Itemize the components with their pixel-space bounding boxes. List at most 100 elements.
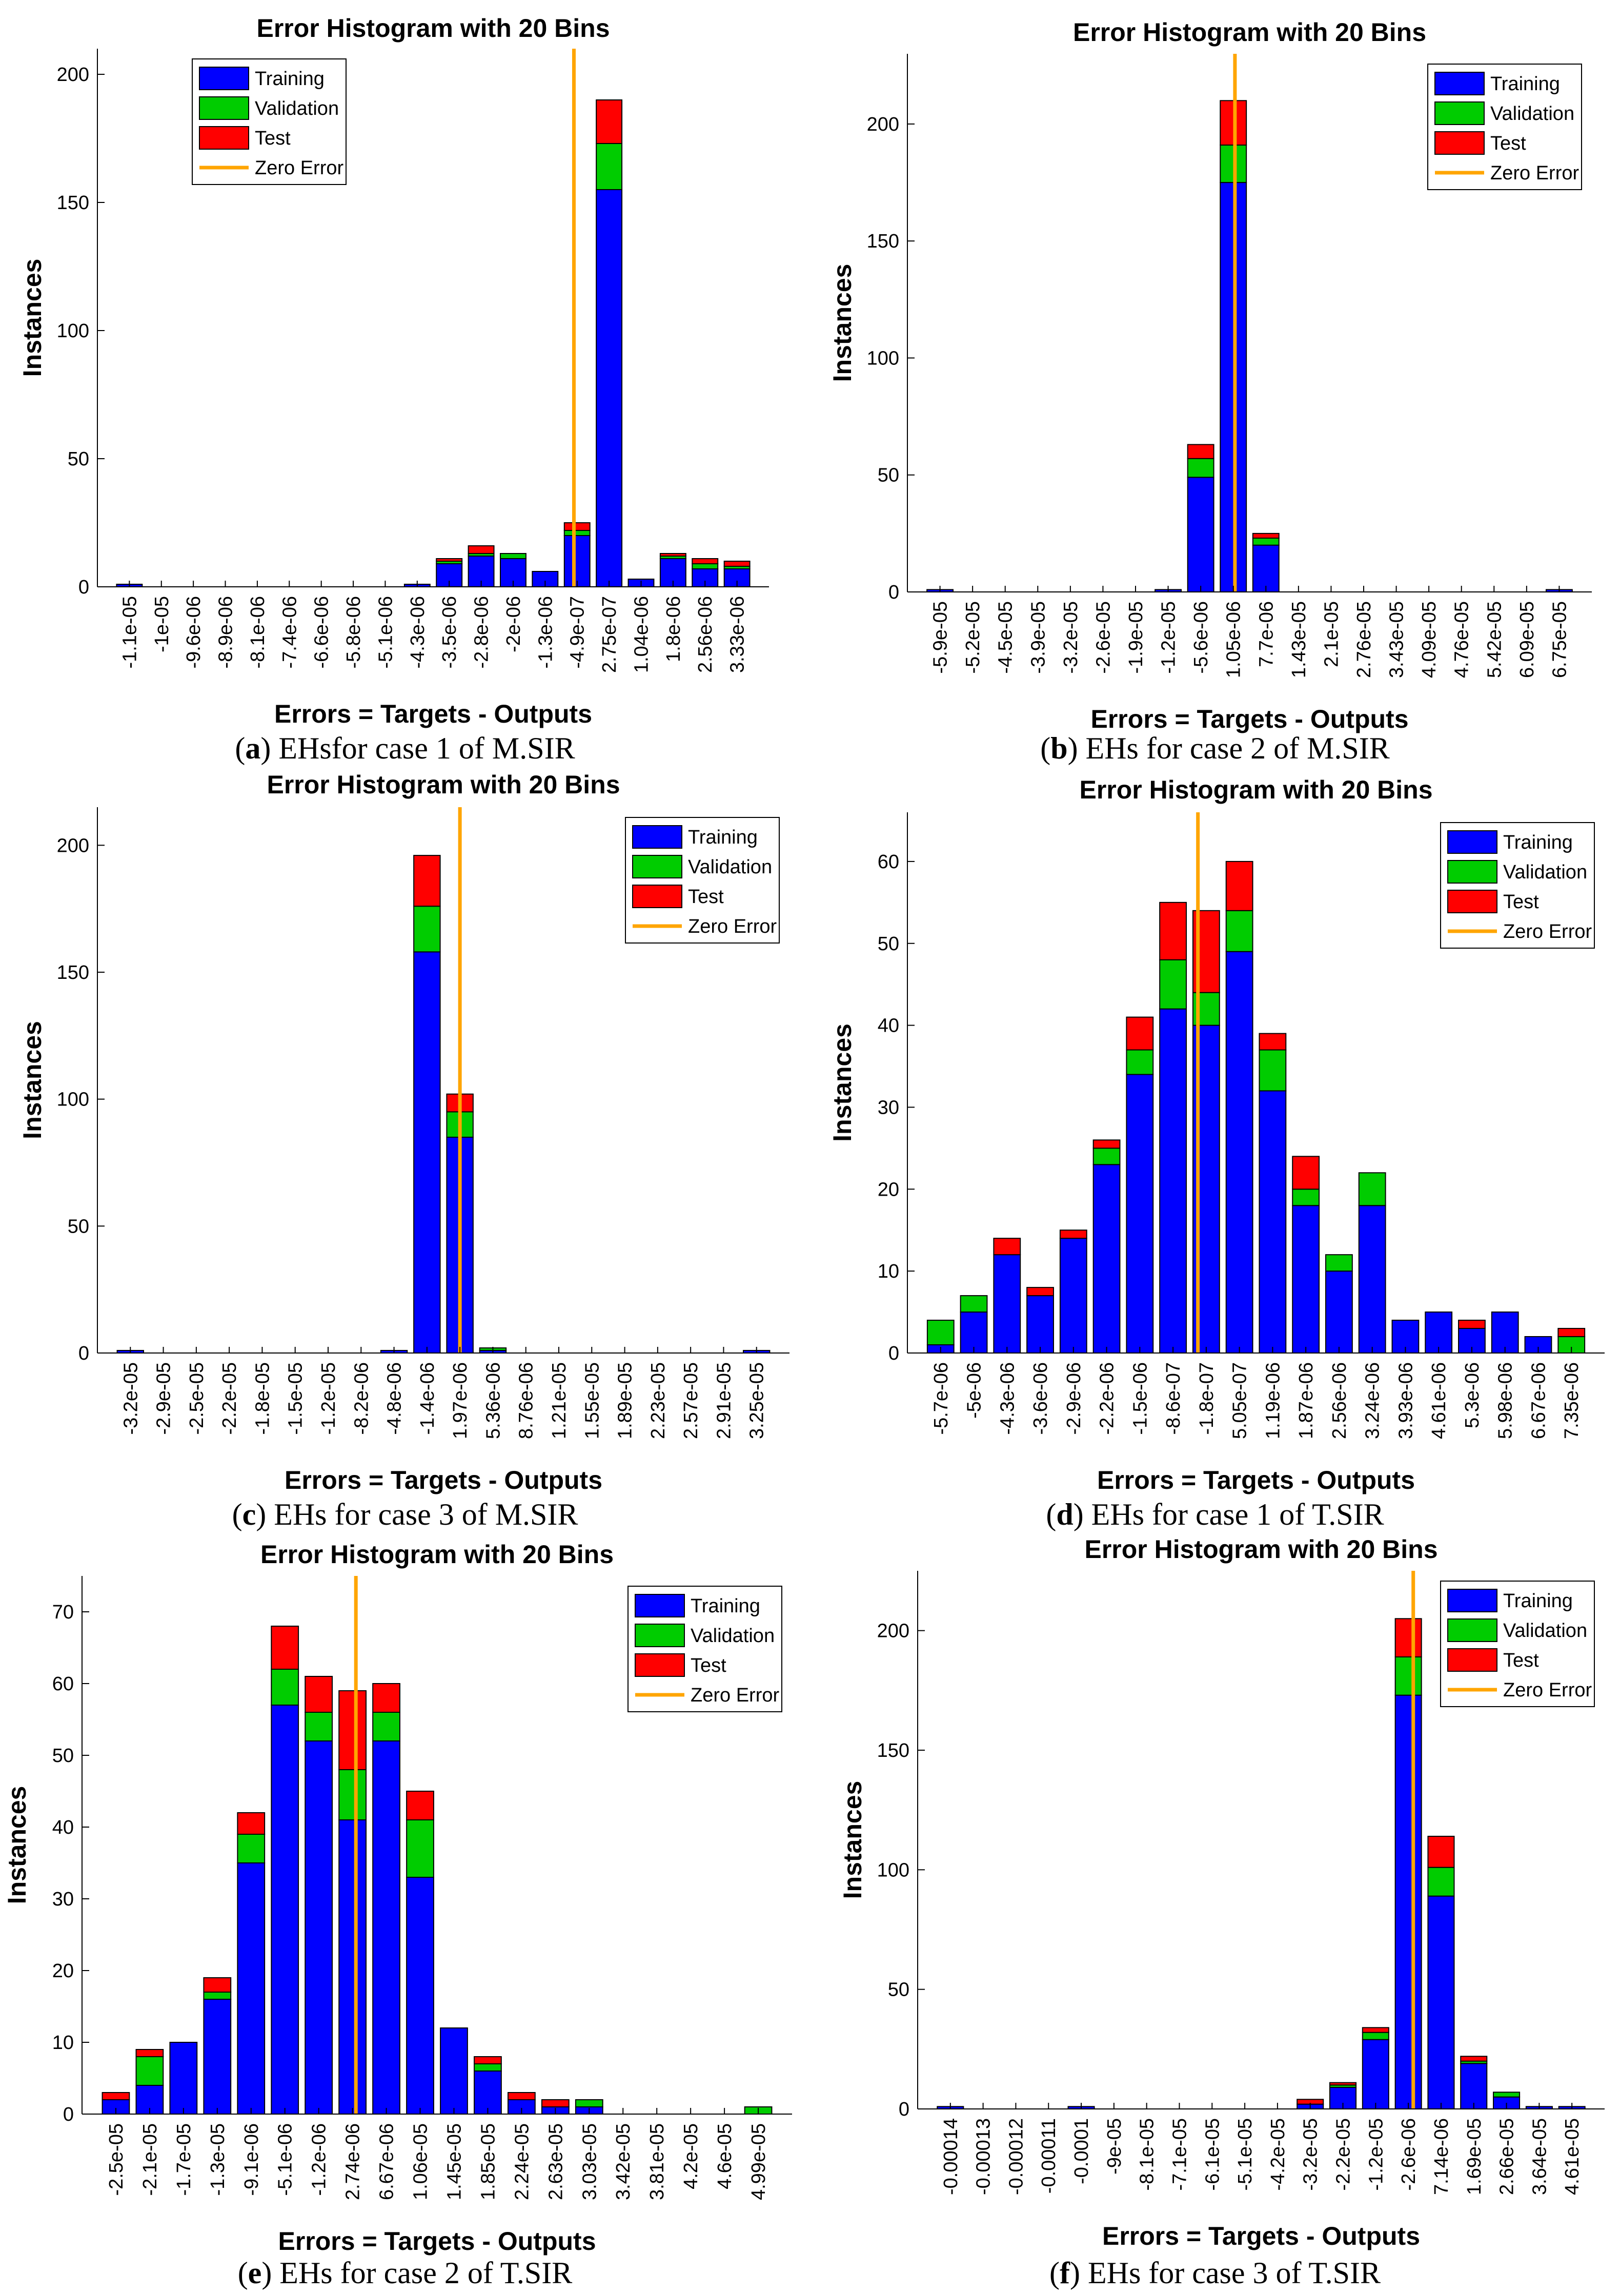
panel-caption: (d) EHs for case 1 of T.SIR [1046,1498,1384,1531]
x-tick-label: 3.25e-05 [746,1362,768,1439]
bar-validation [135,2056,164,2086]
x-tick-label: 1.8e-06 [663,596,684,662]
x-tick-label: -1.4e-06 [417,1362,438,1435]
bar-validation [1358,1172,1386,1206]
x-tick-label: -1.2e-05 [1158,601,1180,674]
legend-swatch [199,96,249,120]
bar-training [1362,2039,1389,2110]
legend-label: Validation [691,1625,775,1647]
x-tick-label: -0.00013 [973,2118,995,2195]
legend-label: Training [1503,1590,1573,1612]
x-tick-label: 5.3e-06 [1462,1362,1483,1428]
x-tick-label: -4.5e-05 [995,601,1017,674]
legend-label: Zero Error [691,1685,779,1706]
caption-letter: e [248,2256,262,2290]
bar-training [1225,951,1253,1354]
x-tick-label: 6.75e-05 [1549,601,1570,678]
legend-label: Test [1503,891,1539,913]
x-tick-label: -8.6e-07 [1163,1362,1184,1435]
bar-validation [474,2063,502,2072]
legend-label: Training [1490,73,1560,95]
x-tick-label: -2.9e-06 [1063,1362,1085,1435]
bar-training [372,1740,400,2115]
x-tick-label: -5.7e-06 [930,1362,952,1435]
panel-d: 0 10 20 30 40 50 60 -5.7e-06 -5e-06 -4.3e-06 -3.6e… [828,775,1605,1531]
bar-test [413,855,441,907]
bar-training [203,1999,232,2115]
legend-label: Training [691,1595,760,1617]
bar-training [993,1254,1021,1354]
y-tick-label: 70 [52,1602,74,1623]
legend: Training Validation Test Zero Error [1440,822,1595,949]
x-tick-label: 2.1e-05 [1321,601,1342,667]
bar-test [1126,1016,1154,1051]
bar-validation [406,1819,434,1878]
legend-swatch [199,67,249,90]
legend: Training Validation Test Zero Error [625,817,780,944]
x-tick-label: -3.9e-05 [1027,601,1049,674]
x-tick-label: 1.87e-06 [1295,1362,1317,1439]
x-tick-label: 1.06e-05 [410,2123,432,2200]
x-tick-label: 1.97e-06 [450,1362,471,1439]
x-tick-label: 4.09e-05 [1419,601,1440,678]
bar-validation [926,1320,955,1346]
chart-title: Error Histogram with 20 Bins [1084,1535,1437,1564]
bar-validation [960,1295,988,1313]
x-tick-label: -1.8e-07 [1196,1362,1218,1435]
x-tick-label: -4.3e-06 [997,1362,1018,1435]
bar-test [468,545,495,554]
x-tick-label: 3.81e-05 [646,2123,668,2200]
bar-validation [271,1669,299,1706]
y-tick-label: 200 [877,1621,909,1642]
bar-test [338,1690,367,1770]
legend-swatch [1434,101,1485,125]
y-tick-label: 50 [68,1216,89,1237]
legend-swatch [632,825,682,849]
bar-test [1225,860,1253,911]
bar-test [1159,901,1187,960]
y-axis-label: Instances [828,1023,857,1142]
y-tick-label: 20 [878,1179,899,1200]
bar-validation [1126,1049,1154,1075]
bar-validation [237,1834,266,1863]
chart-title: Error Histogram with 20 Bins [260,1540,614,1569]
x-tick-label: 7.35e-06 [1561,1362,1583,1439]
bar-training [1427,1895,1455,2110]
panel-caption: (c) EHs for case 3 of M.SIR [232,1498,578,1531]
legend-label: Zero Error [1503,921,1592,942]
x-axis-label: Errors = Targets - Outputs [274,700,592,728]
panel-a: 0 50 100 150 200 -1.1e-05 -1e-05 -9.6e-06 -8.9e-… [18,14,769,765]
y-tick-label: 0 [78,1343,89,1364]
bar-test [1187,444,1214,459]
bar-training [1460,2063,1488,2109]
bar-test [406,1791,434,1820]
x-tick-label: -8.1e-05 [1137,2118,1158,2191]
bar-test [1394,1618,1422,1657]
legend-label: Test [688,886,724,908]
bar-training [271,1705,299,2115]
panel-caption: (e) EHs for case 2 of T.SIR [238,2256,573,2290]
x-tick-label: -9e-05 [1104,2118,1125,2175]
y-axis-label: Instances [18,259,47,377]
bar-training [474,2070,502,2115]
x-tick-label: -0.00012 [1005,2118,1027,2195]
x-tick-label: 4.6e-05 [714,2123,736,2189]
bar-test [102,2092,130,2100]
bar-test [993,1238,1021,1256]
legend-swatch [1447,860,1497,884]
bar-training [169,2042,198,2115]
y-axis-label: Instances [3,1786,31,1904]
x-tick-label: 2.24e-05 [511,2123,533,2200]
bar-validation [563,530,591,536]
y-tick-label: 40 [52,1817,74,1838]
x-tick-label: 2.63e-05 [545,2123,566,2200]
bar-validation [575,2099,603,2107]
caption-text: EHs for case 3 of T.SIR [1088,2256,1381,2290]
x-tick-label: -2.1e-05 [139,2123,161,2196]
x-tick-label: 1.04e-06 [631,596,652,673]
x-tick-label: 1.21e-05 [549,1362,570,1439]
x-tick-label: -8.9e-06 [215,596,237,669]
bar-training [102,2099,130,2115]
y-tick-label: 0 [78,577,89,598]
x-tick-label: 1.45e-05 [443,2123,465,2200]
